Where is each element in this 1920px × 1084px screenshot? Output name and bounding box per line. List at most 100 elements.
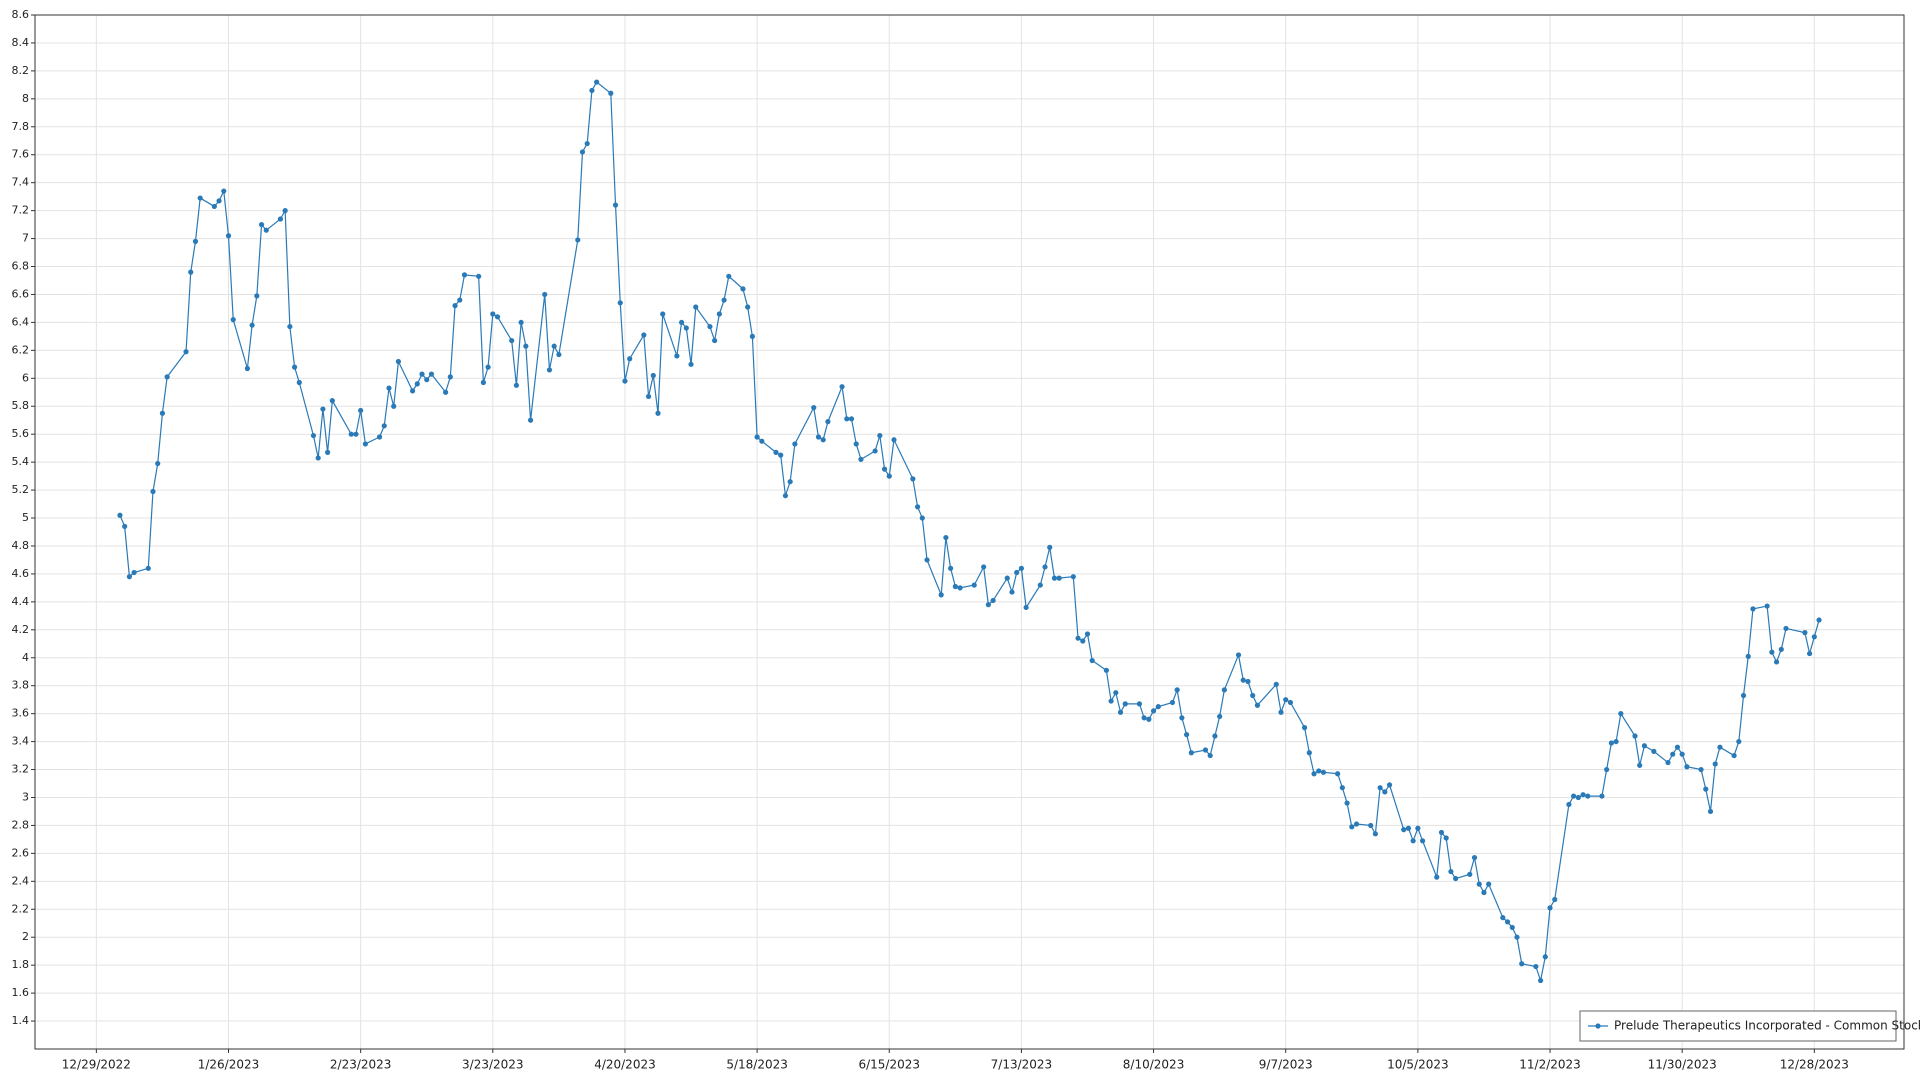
data-point xyxy=(712,337,718,344)
data-point xyxy=(1089,657,1095,664)
x-tick-label: 11/30/2023 xyxy=(1648,1058,1717,1072)
data-point xyxy=(1004,575,1010,581)
x-tick-label: 10/5/2023 xyxy=(1387,1058,1449,1072)
data-point xyxy=(447,374,453,380)
data-point xyxy=(1217,713,1223,720)
data-point xyxy=(480,379,486,386)
data-point xyxy=(914,504,921,510)
y-tick-label: 5.4 xyxy=(12,455,30,468)
data-point xyxy=(1783,625,1789,632)
data-point xyxy=(1335,771,1341,777)
data-point xyxy=(1736,738,1742,745)
data-point xyxy=(1283,697,1289,703)
data-point xyxy=(1665,759,1671,766)
data-point xyxy=(1051,575,1058,581)
x-tick-label: 2/23/2023 xyxy=(330,1058,392,1072)
data-point xyxy=(476,273,482,279)
data-point xyxy=(1698,766,1704,773)
data-point xyxy=(409,388,416,394)
data-point xyxy=(513,382,520,388)
data-point xyxy=(164,374,170,380)
data-point xyxy=(1113,690,1119,696)
data-point xyxy=(872,448,878,454)
data-point xyxy=(848,416,855,422)
data-point xyxy=(971,582,977,588)
data-point xyxy=(1344,800,1350,806)
data-point xyxy=(891,437,897,443)
data-point xyxy=(811,405,817,411)
data-point xyxy=(1212,733,1218,739)
data-point xyxy=(145,565,151,571)
data-point xyxy=(1349,824,1355,830)
y-tick-label: 2.6 xyxy=(12,846,30,859)
data-point xyxy=(881,466,888,472)
data-point xyxy=(1684,764,1690,770)
data-point xyxy=(1537,977,1544,984)
data-point xyxy=(655,410,661,416)
data-point xyxy=(527,417,534,423)
data-point xyxy=(1179,715,1185,721)
data-point xyxy=(1778,646,1784,652)
data-point xyxy=(1707,808,1714,815)
data-point xyxy=(844,416,850,422)
data-point xyxy=(745,304,751,310)
y-tick-label: 8.6 xyxy=(12,8,30,21)
data-point xyxy=(230,317,236,323)
y-tick-label: 3 xyxy=(22,790,29,803)
x-tick-label: 6/15/2023 xyxy=(858,1058,920,1072)
data-point xyxy=(1618,711,1624,717)
data-point xyxy=(551,343,557,349)
data-point xyxy=(1382,789,1388,795)
data-point xyxy=(1504,919,1511,925)
data-point xyxy=(1575,794,1581,801)
data-point xyxy=(211,203,217,210)
data-point xyxy=(1509,924,1515,931)
data-point xyxy=(381,423,387,429)
data-point xyxy=(457,297,463,303)
data-point xyxy=(1202,747,1209,753)
data-point xyxy=(1401,827,1407,833)
data-point xyxy=(589,87,595,94)
data-point xyxy=(1773,659,1780,665)
data-point xyxy=(1467,871,1473,877)
data-point xyxy=(1306,750,1312,756)
data-point xyxy=(428,371,435,377)
series-line xyxy=(119,81,1820,983)
data-point xyxy=(726,273,732,279)
x-tick-label: 12/29/2022 xyxy=(62,1058,131,1072)
data-point xyxy=(188,269,194,275)
data-point xyxy=(1811,634,1817,640)
data-point xyxy=(886,473,892,479)
data-point xyxy=(1410,838,1416,844)
data-point xyxy=(1056,575,1062,581)
data-point xyxy=(291,364,298,370)
data-point xyxy=(985,602,991,608)
data-point xyxy=(584,140,590,147)
data-point xyxy=(216,198,222,204)
data-point xyxy=(1221,687,1227,693)
legend-label: Prelude Therapeutics Incorporated - Comm… xyxy=(1614,1019,1920,1033)
data-point xyxy=(1481,889,1487,896)
data-point xyxy=(1731,752,1737,759)
data-point xyxy=(924,557,930,563)
data-point xyxy=(1533,963,1539,970)
y-tick-label: 3.8 xyxy=(12,679,30,692)
data-point xyxy=(1018,565,1025,571)
data-point xyxy=(1316,768,1322,774)
data-point xyxy=(1075,635,1081,641)
data-point xyxy=(315,455,321,461)
data-point xyxy=(1419,838,1426,844)
data-point xyxy=(1377,785,1383,791)
data-point xyxy=(839,384,845,390)
y-tick-label: 3.6 xyxy=(12,707,30,720)
data-point xyxy=(1108,698,1114,704)
data-point xyxy=(792,441,798,447)
data-point xyxy=(594,79,600,85)
data-point xyxy=(1641,743,1648,749)
data-point xyxy=(1122,701,1128,707)
data-point xyxy=(1500,915,1506,921)
data-point xyxy=(650,372,656,379)
data-point xyxy=(1703,786,1709,792)
data-point xyxy=(395,358,402,365)
